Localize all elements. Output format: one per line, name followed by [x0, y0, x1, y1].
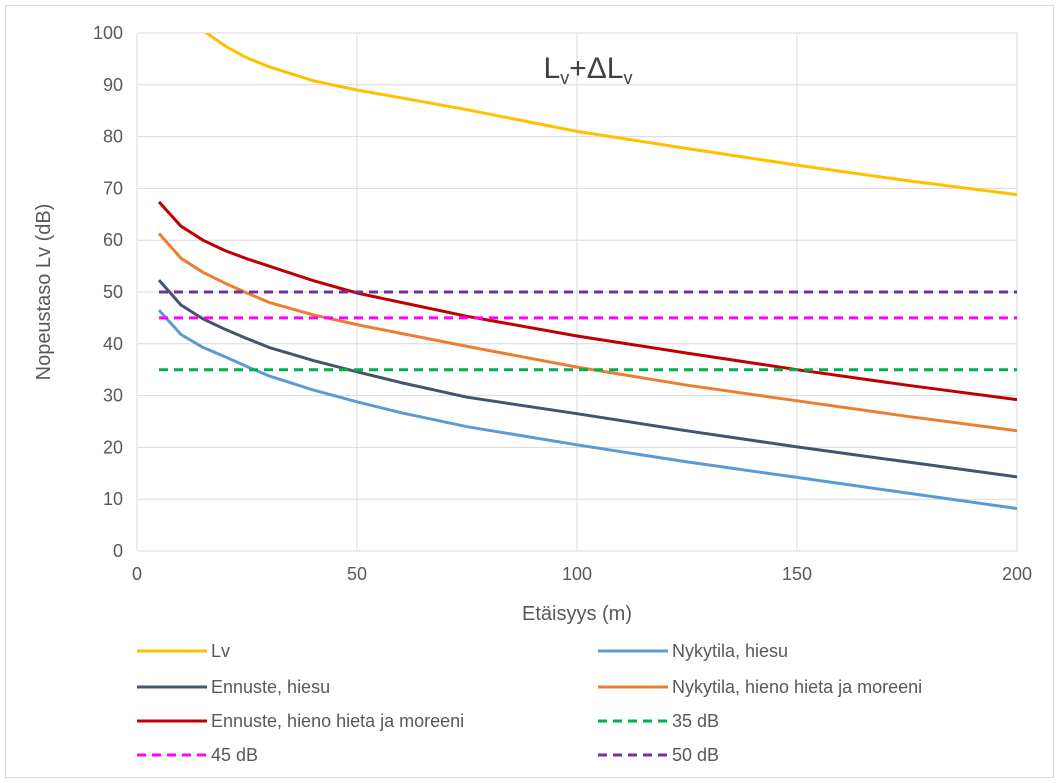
x-tick-label: 200 [1002, 564, 1032, 584]
series-line-1 [204, 33, 1017, 197]
plot-area [157, 33, 1017, 510]
y-tick-label: 60 [103, 230, 123, 250]
y-tick-label: 30 [103, 386, 123, 406]
x-axis-title: Etäisyys (m) [522, 603, 632, 625]
legend-label-7: 45 dB [211, 745, 258, 765]
y-axis-title: Nopeustaso Lv (dB) [33, 204, 55, 381]
y-tick-label: 100 [93, 23, 123, 43]
y-tick-label: 50 [103, 282, 123, 302]
axis-ticks: 0 10 20 30 40 50 60 70 80 90 100 0 50 100 150 200 [93, 23, 1032, 584]
y-tick-label: 20 [103, 437, 123, 457]
y-tick-label: 90 [103, 75, 123, 95]
legend-label-4: Nykytila, hieno hieta ja moreeni [672, 677, 922, 697]
y-tick-label: 70 [103, 178, 123, 198]
chart-container [5, 5, 1054, 778]
x-tick-label: 0 [132, 564, 142, 584]
y-tick-label: 40 [103, 334, 123, 354]
legend-label-2: Nykytila, hiesu [672, 641, 788, 661]
y-tick-label: 0 [113, 541, 123, 561]
legend-label-8: 50 dB [672, 745, 719, 765]
legend-label-3: Ennuste, hiesu [211, 677, 330, 697]
y-tick-label: 80 [103, 127, 123, 147]
legend: Lv Nykytila, hiesu Ennuste, hiesu Nykytila,… [137, 641, 922, 765]
legend-label-6: 35 dB [672, 711, 719, 731]
series-line-2 [157, 309, 1017, 510]
series-line-4 [157, 232, 1017, 433]
x-tick-label: 50 [347, 564, 367, 584]
legend-label-5: Ennuste, hieno hieta ja moreeni [211, 711, 464, 731]
chart-title: Lv+ΔLv [544, 52, 633, 88]
y-tick-label: 10 [103, 489, 123, 509]
series-line-3 [157, 279, 1017, 479]
legend-label-1: Lv [211, 641, 230, 661]
x-tick-label: 100 [562, 564, 592, 584]
x-tick-label: 150 [782, 564, 812, 584]
